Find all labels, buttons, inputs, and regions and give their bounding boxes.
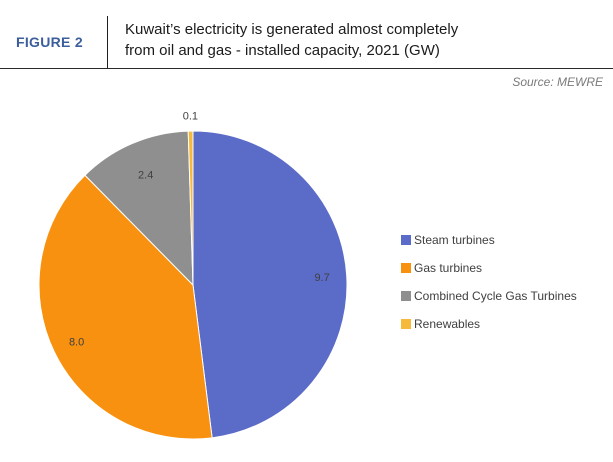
legend-label-gas-turbines: Gas turbines (414, 261, 482, 275)
data-label-steam-turbines: 9.7 (314, 272, 329, 284)
data-label-renewables: 0.1 (183, 111, 198, 123)
figure-label: FIGURE 2 (16, 34, 83, 50)
pie-slice-steam-turbines (192, 130, 348, 439)
pie-slices (38, 130, 348, 440)
legend-swatch-combined-cycle-gas-turbines (401, 291, 411, 301)
header-divider (107, 16, 108, 68)
figure-title-line-1: Kuwait’s electricity is generated almost… (125, 21, 459, 38)
figure-title: Kuwait’s electricity is generated almost… (125, 19, 595, 61)
legend-swatch-renewables (401, 319, 411, 329)
pie-slice-combined-cycle-gas-turbines (84, 130, 194, 287)
pie-slice-gas-turbines (38, 174, 213, 440)
legend-swatch-steam-turbines (401, 235, 411, 245)
chart-legend: Steam turbines Gas turbines Combined Cycle… (401, 233, 577, 331)
legend-swatch-gas-turbines (401, 263, 411, 273)
legend-label-combined-cycle-gas-turbines: Combined Cycle Gas Turbines (414, 289, 577, 303)
figure-title-line-2: from oil and gas - installed capacity, 2… (125, 42, 440, 59)
figure-source: Source: MEWRE (512, 75, 603, 89)
legend-label-steam-turbines: Steam turbines (414, 233, 495, 247)
pie-slice-renewables (187, 130, 194, 286)
data-label-gas-turbines: 8.0 (69, 336, 84, 348)
pie-data-labels: 9.7 8.0 2.4 0.1 (69, 111, 330, 349)
data-label-combined-cycle-gas-turbines: 2.4 (138, 170, 153, 182)
header-rule (0, 68, 613, 69)
legend-label-renewables: Renewables (414, 317, 480, 331)
